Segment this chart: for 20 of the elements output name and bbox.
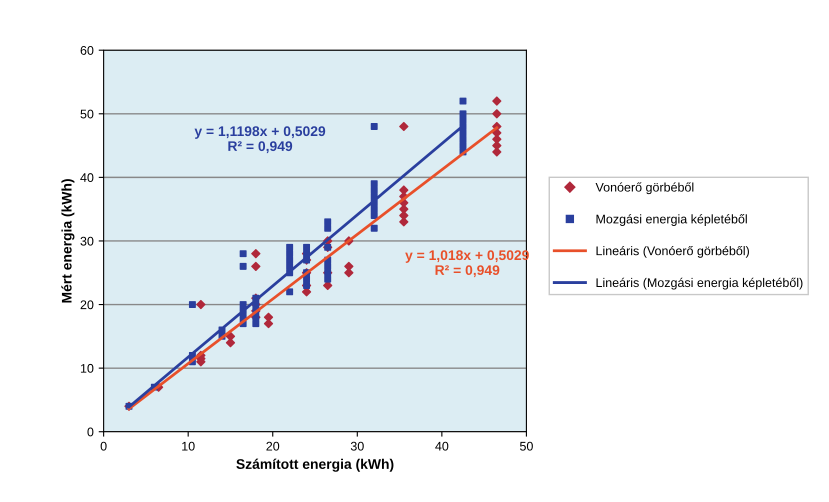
x-tick-label: 50 (520, 442, 533, 451)
y-tick-label: 50 (80, 110, 94, 118)
x-tick-label: 20 (266, 442, 280, 451)
annotation: y = 1,1198x + 0,5029 R² = 0,949 (194, 126, 326, 154)
y-tick-label: 20 (80, 300, 94, 310)
y-tick-label: 0 (87, 428, 94, 436)
y-axis-title: Mért energia (kWh) (61, 179, 74, 303)
x-tick-label: 0 (100, 442, 107, 451)
x-tick-label: 40 (435, 442, 448, 451)
legend-label: Mozgási energia képletéből (596, 214, 747, 226)
legend-label: Lineáris (Vonóerő görbéből) (596, 246, 749, 258)
x-tick-label: 10 (182, 442, 195, 451)
legend-label: Lineáris (Mozgási energia képletéből) (596, 278, 802, 290)
x-axis-title: Számított energia (kWh) (236, 458, 394, 472)
y-tick-label: 60 (80, 46, 94, 55)
y-tick-label: 10 (80, 364, 94, 373)
x-tick-label: 30 (350, 442, 364, 451)
y-tick-label: 40 (80, 173, 94, 182)
y-tick-label: 30 (80, 236, 94, 246)
legend-label: Vonóerő görbéből (596, 182, 694, 194)
